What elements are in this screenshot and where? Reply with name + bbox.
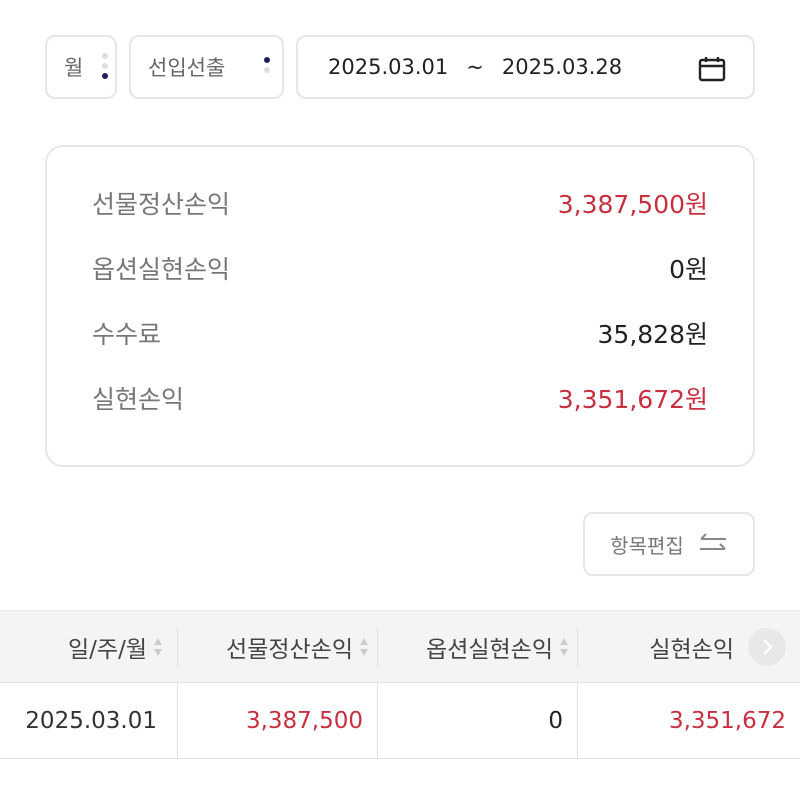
summary-row-futures: 선물정산손익 3,387,500원 bbox=[92, 189, 708, 221]
period-select-value: 월 bbox=[64, 56, 84, 80]
date-separator: ~ bbox=[466, 55, 484, 79]
summary-value: 3,351,672원 bbox=[557, 385, 708, 414]
column-header-realized[interactable]: 실현손익 bbox=[577, 611, 800, 682]
header-label: 실현손익 bbox=[649, 636, 734, 663]
summary-label: 선물정산손익 bbox=[92, 190, 231, 219]
calc-type-value: 선입선출 bbox=[148, 56, 226, 80]
edit-columns-label: 항목편집 bbox=[610, 533, 684, 558]
picker-dots-icon bbox=[264, 57, 270, 73]
edit-columns-button[interactable]: 항목편집 bbox=[583, 512, 755, 576]
swap-arrows-icon bbox=[699, 533, 726, 550]
summary-row-options: 옵션실현손익 0원 bbox=[92, 254, 708, 286]
date-range-picker[interactable]: 2025.03.01 ~ 2025.03.28 bbox=[296, 35, 755, 99]
sort-icon[interactable] bbox=[559, 636, 569, 658]
scroll-right-button[interactable] bbox=[748, 628, 786, 666]
summary-label: 실현손익 bbox=[92, 385, 185, 414]
cell-futures: 3,387,500 bbox=[245, 707, 363, 734]
divider bbox=[377, 627, 378, 667]
date-from: 2025.03.01 bbox=[328, 55, 449, 79]
divider bbox=[177, 627, 178, 667]
cell-date: 2025.03.01 bbox=[25, 707, 157, 734]
cell-options: 0 bbox=[548, 707, 563, 734]
header-label: 옵션실현손익 bbox=[426, 636, 553, 663]
summary-card: 선물정산손익 3,387,500원 옵션실현손익 0원 수수료 35,828원 실현손… bbox=[45, 145, 755, 467]
summary-value: 0원 bbox=[669, 255, 708, 284]
period-select[interactable]: 월 bbox=[45, 35, 117, 99]
summary-value: 3,387,500원 bbox=[557, 190, 708, 219]
sort-icon[interactable] bbox=[153, 636, 163, 658]
table-row[interactable]: 2025.03.01 3,387,500 0 3,351,672 bbox=[0, 683, 800, 759]
calc-type-select[interactable]: 선입선출 bbox=[129, 35, 284, 99]
summary-label: 수수료 bbox=[92, 320, 162, 349]
column-header-options[interactable]: 옵션실현손익 bbox=[377, 611, 577, 682]
cell-realized: 3,351,672 bbox=[668, 707, 786, 734]
sort-icon[interactable] bbox=[359, 636, 369, 658]
divider bbox=[577, 627, 578, 667]
summary-row-fee: 수수료 35,828원 bbox=[92, 319, 708, 351]
summary-label: 옵션실현손익 bbox=[92, 255, 231, 284]
summary-value: 35,828원 bbox=[597, 320, 708, 349]
summary-row-realized: 실현손익 3,351,672원 bbox=[92, 384, 708, 416]
divider bbox=[577, 683, 578, 759]
picker-dots-icon bbox=[102, 53, 108, 79]
header-label: 선물정산손익 bbox=[226, 636, 353, 663]
chevron-right-icon bbox=[763, 639, 773, 655]
column-header-date[interactable]: 일/주/월 bbox=[0, 611, 177, 682]
divider bbox=[377, 683, 378, 759]
column-header-futures[interactable]: 선물정산손익 bbox=[177, 611, 377, 682]
date-to: 2025.03.28 bbox=[501, 55, 623, 79]
divider bbox=[177, 683, 178, 759]
header-label: 일/주/월 bbox=[68, 636, 147, 663]
table-header: 일/주/월 선물정산손익 옵션실현손익 실현손익 bbox=[0, 610, 800, 683]
calendar-icon[interactable] bbox=[698, 56, 726, 82]
